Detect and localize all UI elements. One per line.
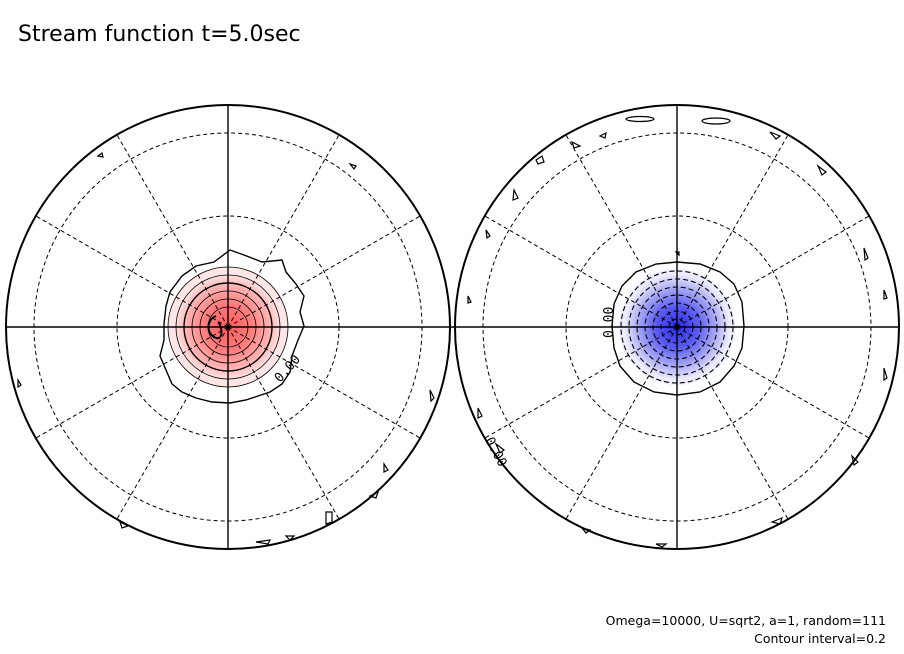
right-polar-panel: 0.00 0.00	[452, 104, 900, 550]
left-positive-contours	[167, 266, 289, 388]
right-edge-contours	[467, 115, 888, 548]
left-polar-panel: 0.00	[5, 104, 452, 550]
left-axes	[5, 105, 452, 549]
left-edge-contours	[17, 151, 435, 545]
right-edge-contour-label: 0.00	[481, 435, 509, 470]
left-boundary-circle	[5, 104, 451, 550]
footer-params: Omega=10000, U=sqrt2, a=1, random=111	[605, 613, 886, 628]
right-boundary-circle	[454, 104, 900, 550]
right-meridians	[484, 134, 870, 520]
right-axes	[452, 105, 899, 549]
right-zero-contour	[611, 261, 745, 396]
right-contour-label: 0.00	[602, 307, 617, 338]
plot-title: Stream function t=5.0sec	[18, 22, 301, 47]
right-negative-contours	[620, 270, 734, 384]
left-meridians	[35, 134, 421, 520]
left-zero-contour	[159, 249, 305, 404]
footer-contour-interval: Contour interval=0.2	[754, 631, 886, 646]
